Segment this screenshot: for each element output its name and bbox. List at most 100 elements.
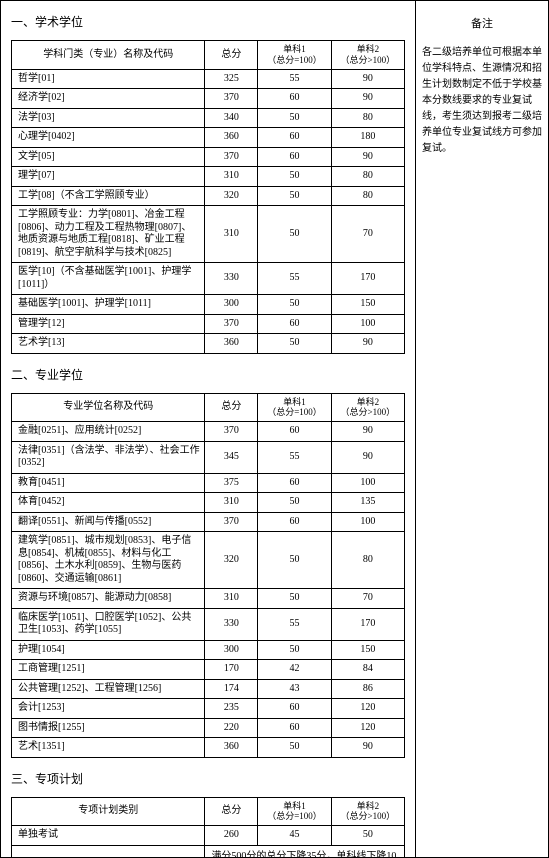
row-name: 工学照顾专业：力学[0801]、冶金工程[0806]、动力工程及工程热物理[08… [12,206,205,263]
sidebar-note: 备注 各二级培养单位可根据本单位学科特点、生源情况和招生计划数制定不低于学校基本… [416,1,548,857]
row-s2: 90 [331,147,404,167]
row-total: 360 [205,334,258,354]
row-s2: 170 [331,263,404,295]
main-content: 一、学术学位 学科门类（专业）名称及代码 总分 单科1（总分=100） 单科2（… [1,1,416,857]
table-row: 心理学[0402]36060180 [12,128,405,148]
table-row: 工商管理[1251]1704284 [12,660,405,680]
table-row: 翻译[0551]、新闻与传播[0552]37060100 [12,512,405,532]
table-row: 管理学[12]37060100 [12,314,405,334]
row-total: 370 [205,512,258,532]
row-name: 医学[10]（不含基础医学[1001]、护理学[1011]） [12,263,205,295]
row-s1: 50 [258,589,331,609]
row-s1: 55 [258,608,331,640]
academic-table: 学科门类（专业）名称及代码 总分 单科1（总分=100） 单科2（总分>100）… [11,40,405,354]
row-total: 325 [205,69,258,89]
special-row-total: 260 [205,826,258,846]
row-total: 370 [205,147,258,167]
professional-header-total: 总分 [205,393,258,422]
special-header-sub2: 单科2（总分>100） [331,797,404,826]
row-name: 建筑学[0851]、城市规划[0853]、电子信息[0854]、机械[0855]… [12,532,205,589]
row-s1: 50 [258,334,331,354]
row-s2: 100 [331,473,404,493]
row-s1: 60 [258,128,331,148]
row-s2: 150 [331,295,404,315]
row-name: 哲学[01] [12,69,205,89]
row-name: 护理[1054] [12,640,205,660]
row-s2: 90 [331,334,404,354]
row-s1: 60 [258,473,331,493]
row-name: 经济学[02] [12,89,205,109]
special-row-s2: 50 [331,826,404,846]
table-row: 教育[0451]37560100 [12,473,405,493]
table-row: 会计[1253]23560120 [12,699,405,719]
table-row: 体育[0452]31050135 [12,493,405,513]
table-row: 图书情报[1255]22060120 [12,718,405,738]
table-row: 临床医学[1051]、口腔医学[1052]、公共卫生[1053]、药学[1055… [12,608,405,640]
table-row: 单独考试 260 45 50 [12,826,405,846]
special-row-name: 单独考试 [12,826,205,846]
row-total: 300 [205,295,258,315]
row-s1: 60 [258,314,331,334]
table-row: 工学照顾专业：力学[0801]、冶金工程[0806]、动力工程及工程热物理[08… [12,206,405,263]
row-name: 体育[0452] [12,493,205,513]
table-row: 文学[05]3706090 [12,147,405,167]
special-header-name: 专项计划类别 [12,797,205,826]
professional-header-name: 专业学位名称及代码 [12,393,205,422]
row-name: 管理学[12] [12,314,205,334]
table-row: 工学[08]（不含工学照顾专业）3205080 [12,186,405,206]
row-s2: 100 [331,314,404,334]
row-s1: 60 [258,718,331,738]
row-total: 310 [205,493,258,513]
row-s2: 70 [331,589,404,609]
row-name: 艺术[1351] [12,738,205,758]
special-table: 专项计划类别 总分 单科1（总分=100） 单科2（总分>100） 单独考试 2… [11,797,405,857]
row-name: 翻译[0551]、新闻与传播[0552] [12,512,205,532]
row-name: 工商管理[1251] [12,660,205,680]
row-s1: 50 [258,167,331,187]
section-special-title: 三、专项计划 [11,770,405,787]
table-row: 金融[0251]、应用统计[0252]3706090 [12,422,405,442]
row-s1: 60 [258,147,331,167]
table-row: 基础医学[1001]、护理学[1011]30050150 [12,295,405,315]
row-name: 图书情报[1255] [12,718,205,738]
special-header-total: 总分 [205,797,258,826]
row-s1: 50 [258,206,331,263]
row-s2: 80 [331,108,404,128]
row-s2: 120 [331,699,404,719]
row-total: 320 [205,532,258,589]
row-name: 临床医学[1051]、口腔医学[1052]、公共卫生[1053]、药学[1055… [12,608,205,640]
row-name: 法律[0351]（含法学、非法学）、社会工作[0352] [12,441,205,473]
table-row: 艺术学[13]3605090 [12,334,405,354]
row-s1: 55 [258,69,331,89]
row-total: 174 [205,679,258,699]
table-row: 经济学[02]3706090 [12,89,405,109]
row-s1: 50 [258,186,331,206]
row-total: 360 [205,128,258,148]
table-row: 法律[0351]（含法学、非法学）、社会工作[0352]3455590 [12,441,405,473]
row-total: 235 [205,699,258,719]
row-s2: 90 [331,89,404,109]
special-row-s1: 45 [258,826,331,846]
table-row: 骨干计划满分500分的总分下降35分，单科线下降10分；满分300分的总分下降2… [12,845,405,857]
row-s2: 86 [331,679,404,699]
row-name: 教育[0451] [12,473,205,493]
row-s1: 55 [258,441,331,473]
row-s2: 80 [331,186,404,206]
row-name: 金融[0251]、应用统计[0252] [12,422,205,442]
row-total: 220 [205,718,258,738]
professional-header-sub1: 单科1（总分=100） [258,393,331,422]
note-text: 各二级培养单位可根据本单位学科特点、生源情况和招生计划数制定不低于学校基本分数线… [422,45,542,157]
row-s1: 60 [258,89,331,109]
row-s1: 50 [258,108,331,128]
row-name: 理学[07] [12,167,205,187]
table-row: 公共管理[1252]、工程管理[1256]1744386 [12,679,405,699]
row-total: 360 [205,738,258,758]
academic-header-total: 总分 [205,41,258,70]
row-s2: 80 [331,532,404,589]
row-total: 310 [205,167,258,187]
row-s1: 50 [258,738,331,758]
table-row: 护理[1054]30050150 [12,640,405,660]
row-s1: 60 [258,422,331,442]
row-s1: 50 [258,295,331,315]
special-header-sub1: 单科1（总分=100） [258,797,331,826]
